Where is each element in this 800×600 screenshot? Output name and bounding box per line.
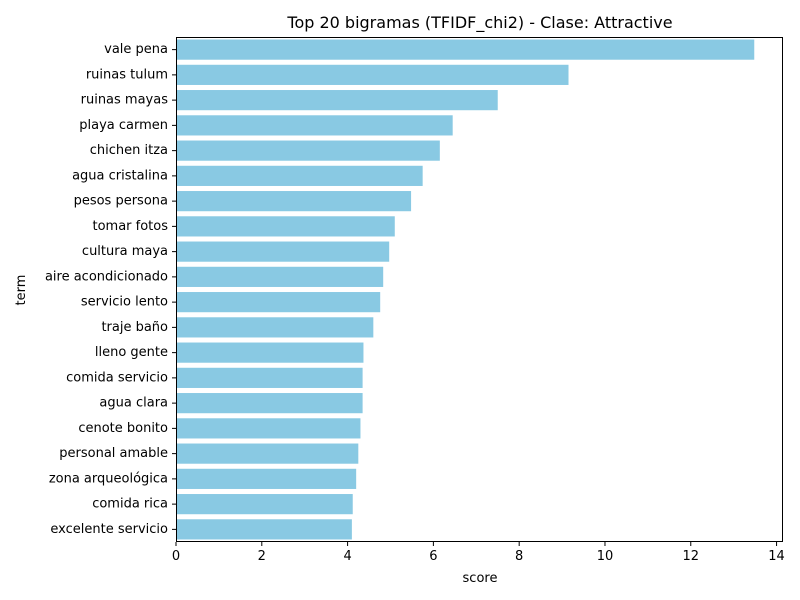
x-axis-label: score [463,571,498,586]
y-tick-label: personal amable [59,446,168,461]
y-tick-label: cultura maya [82,244,168,259]
y-tick-label: servicio lento [81,295,168,310]
bar-personal-amable [176,443,359,464]
bar-excelente-servicio [176,519,352,540]
y-tick-label: zona arqueológica [49,471,168,486]
bar-chichen-itza [176,140,440,161]
bar-pesos-persona [176,191,412,212]
bar-zona-arqueológica [176,468,357,489]
bar-comida-servicio [176,367,363,388]
bar-playa-carmen [176,115,453,136]
bar-ruinas-mayas [176,90,498,111]
bar-agua-cristalina [176,165,423,186]
bar-lleno-gente [176,342,364,363]
y-tick-label: cenote bonito [78,421,168,436]
chart-title: Top 20 bigramas (TFIDF_chi2) - Clase: At… [286,13,672,33]
bars-group [176,39,755,540]
y-tick-label: traje baño [101,320,168,335]
bar-traje-baño [176,317,374,338]
y-tick-label: chichen itza [90,143,168,158]
y-tick-label: lleno gente [95,345,168,360]
bar-ruinas-tulum [176,64,569,85]
x-tick-label: 10 [597,549,614,564]
bar-cultura-maya [176,241,390,262]
x-tick-group: 0 2 4 6 8 10 12 14 [172,542,785,564]
x-tick-label: 14 [768,549,785,564]
bar-comida-rica [176,494,353,515]
axes-group [176,37,783,542]
y-axis-label: term [14,275,29,306]
y-tick-label: ruinas mayas [81,93,169,108]
y-tick-label: pesos persona [74,194,168,209]
bar-servicio-lento [176,292,381,313]
bar-vale-pena [176,39,755,60]
bar-cenote-bonito [176,418,361,439]
x-tick-label: 4 [343,549,351,564]
y-tick-label: tomar fotos [92,219,168,234]
x-tick-label: 2 [258,549,266,564]
y-tick-label: aire acondicionado [45,269,168,284]
y-tick-label: vale pena [104,42,168,57]
x-tick-label: 0 [172,549,180,564]
y-tick-label: playa carmen [79,118,168,133]
y-tick-label: ruinas tulum [86,67,168,82]
y-tick-group: vale pena ruinas tulum ruinas mayas playa c… [45,42,176,537]
bar-aire-acondicionado [176,266,384,287]
y-tick-label: comida servicio [66,370,168,385]
bar-agua-clara [176,393,363,414]
x-tick-label: 12 [682,549,699,564]
x-tick-label: 8 [515,549,523,564]
y-tick-label: excelente servicio [50,522,168,537]
y-tick-label: agua cristalina [72,168,168,183]
y-tick-label: agua clara [99,396,168,411]
bar-tomar-fotos [176,216,395,237]
y-tick-label: comida rica [92,497,168,512]
x-tick-label: 6 [429,549,437,564]
